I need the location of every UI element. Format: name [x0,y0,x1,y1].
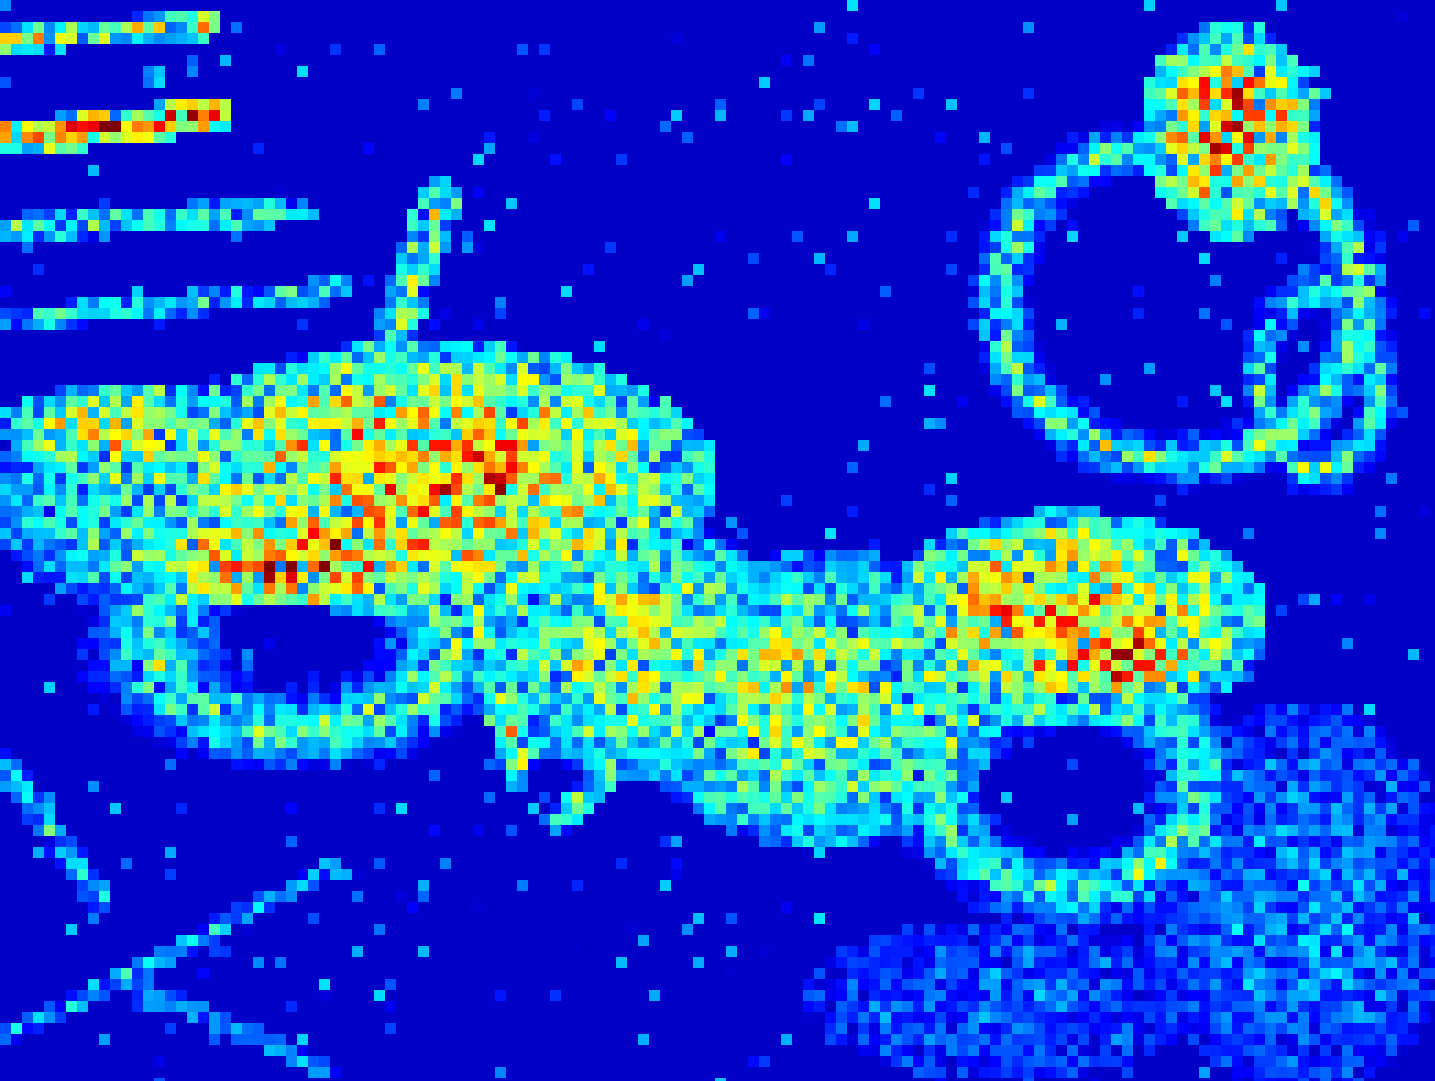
motorcycle-heatmap-image [0,0,1435,1081]
heatmap-viewport [0,0,1435,1081]
